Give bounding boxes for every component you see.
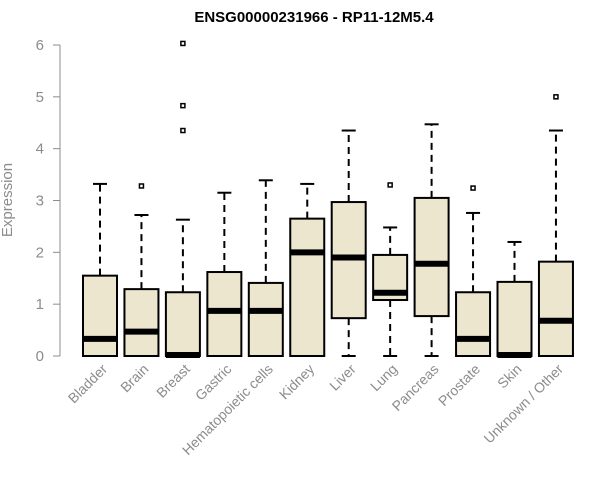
box-unknown-other	[537, 94, 574, 357]
y-tick-label: 3	[36, 193, 44, 210]
y-tick-label: 2	[36, 244, 44, 261]
box-breast	[164, 40, 201, 358]
chart-title: ENSG00000231966 - RP11-12M5.4	[194, 9, 434, 26]
iqr-box	[289, 217, 326, 357]
y-tick-label: 1	[36, 296, 44, 313]
x-tick-label: Breast	[153, 361, 193, 401]
box-bladder	[82, 182, 118, 357]
box-brain	[123, 183, 160, 358]
y-tick-label: 4	[36, 141, 44, 158]
iqr-box	[82, 274, 118, 357]
box-gastric	[206, 191, 243, 357]
box-lung	[372, 182, 409, 357]
iqr-box	[455, 291, 492, 357]
outlier-point	[553, 94, 559, 100]
iqr-box	[206, 271, 243, 357]
iqr-box	[413, 196, 450, 318]
box-pancreas	[413, 123, 450, 357]
y-axis-label: Expression	[0, 163, 16, 237]
box-kidney	[289, 182, 326, 357]
box-prostate	[455, 185, 492, 357]
box-skin	[496, 240, 533, 358]
y-axis: 0 1 2 3 4 5 6	[36, 37, 61, 365]
box-hematopoietic-cells	[247, 179, 284, 358]
x-tick-label: Bladder	[65, 361, 111, 407]
y-tick-label: 5	[36, 89, 44, 106]
y-tick-label: 6	[36, 37, 44, 54]
box-liver	[330, 129, 367, 357]
y-tick-label: 0	[36, 348, 44, 365]
outlier-point	[180, 40, 186, 47]
x-tick-label: Skin	[494, 361, 525, 392]
x-tick-label: Liver	[326, 361, 359, 394]
iqr-box	[164, 291, 201, 357]
x-tick-label: Prostate	[435, 361, 483, 409]
iqr-box	[123, 288, 160, 358]
iqr-box	[496, 280, 533, 357]
x-tick-label: Brain	[117, 361, 151, 395]
outlier-point	[387, 182, 393, 188]
outlier-point	[470, 185, 476, 191]
x-tick-label: Kidney	[276, 361, 318, 403]
outlier-point	[138, 183, 145, 189]
x-tick-label: Lung	[367, 361, 400, 394]
iqr-box	[537, 260, 574, 357]
outlier-point	[180, 102, 186, 109]
box-group	[82, 40, 574, 358]
iqr-box	[247, 281, 284, 358]
x-tick-label: Unknown / Other	[480, 361, 566, 447]
outlier-point	[180, 127, 186, 134]
